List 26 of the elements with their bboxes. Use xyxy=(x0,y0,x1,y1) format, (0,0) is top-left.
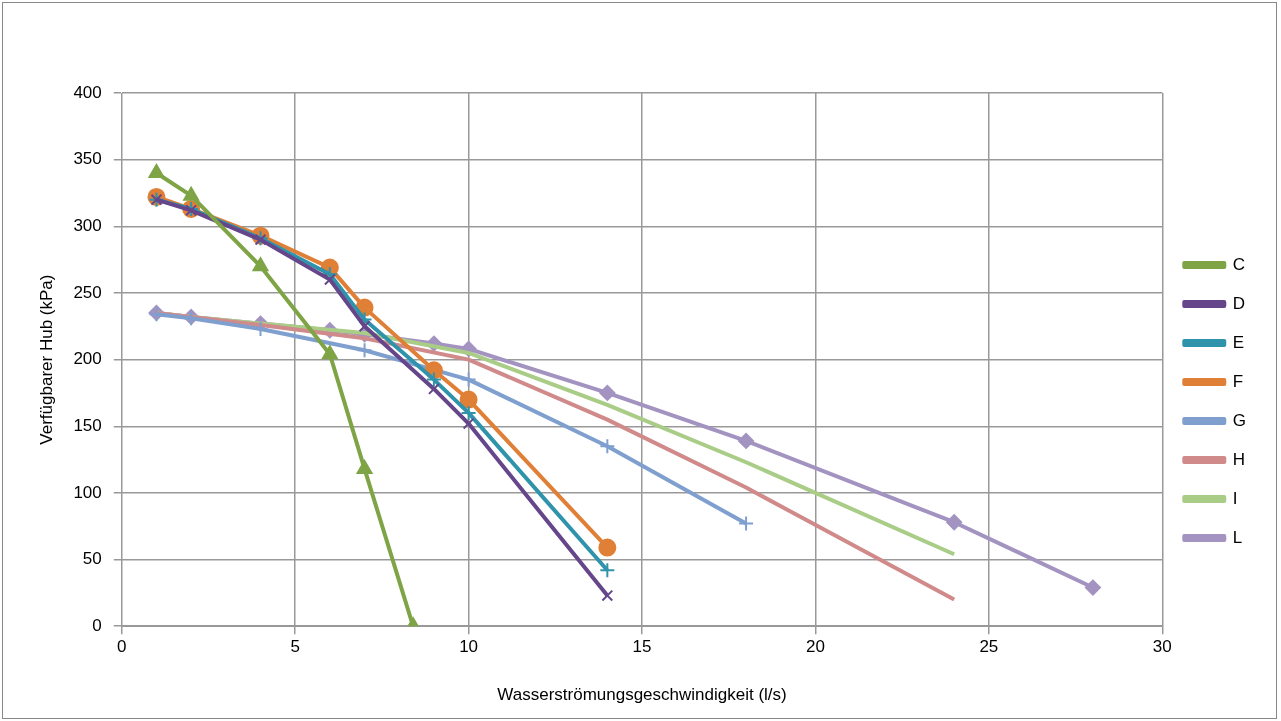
y-tick-label: 0 xyxy=(92,615,102,635)
x-tick-label: 0 xyxy=(117,637,127,657)
legend-label: G xyxy=(1232,410,1247,430)
y-tick-label: 150 xyxy=(73,415,102,435)
x-tick-label: 30 xyxy=(1152,637,1172,657)
y-tick-label: 400 xyxy=(73,82,102,102)
x-tick-label: 20 xyxy=(805,637,825,657)
legend-label: E xyxy=(1232,332,1245,352)
y-tick-label: 250 xyxy=(73,282,102,302)
y-axis-title: Verfügbarer Hub (kPa) xyxy=(36,274,56,445)
y-tick-label: 350 xyxy=(73,149,102,169)
x-tick-label: 25 xyxy=(979,637,999,657)
y-tick-label: 300 xyxy=(73,215,102,235)
x-tick-label: 10 xyxy=(459,637,479,657)
legend-label: L xyxy=(1232,527,1243,547)
legend-label: C xyxy=(1232,254,1246,274)
x-tick-label: 5 xyxy=(290,637,300,657)
legend-label: I xyxy=(1232,488,1238,508)
y-tick-label: 200 xyxy=(73,349,102,369)
legend-label: H xyxy=(1232,449,1246,469)
y-tick-label: 100 xyxy=(73,482,102,502)
x-axis-title: Wasserströmungsgeschwindigkeit (l/s) xyxy=(497,685,787,705)
x-tick-label: 15 xyxy=(632,637,652,657)
y-tick-label: 50 xyxy=(82,549,102,569)
legend-label: F xyxy=(1232,371,1244,391)
legend-label: D xyxy=(1232,293,1246,313)
